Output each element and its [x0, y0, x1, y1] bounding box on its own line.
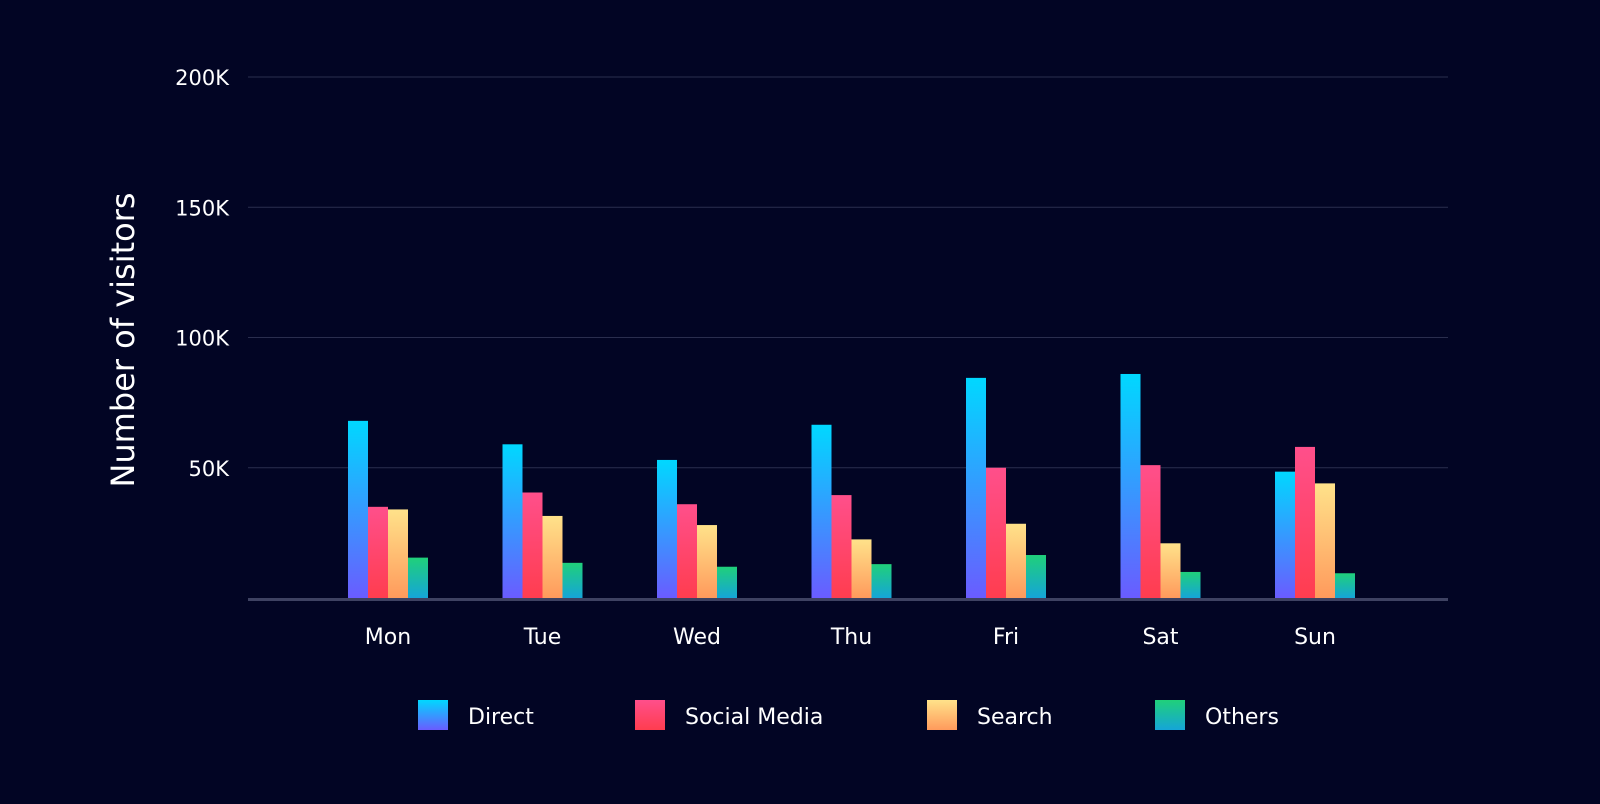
bar-others-fri [1026, 555, 1046, 598]
x-tick-label: Tue [523, 625, 562, 650]
bar-direct-thu [811, 424, 832, 598]
legend: Direct Social Media Search Others [418, 700, 1279, 730]
x-tick-label: Mon [365, 625, 411, 650]
y-tick-label: 200K [175, 66, 230, 90]
bar-social-media-thu [831, 495, 852, 598]
legend-swatch [927, 700, 957, 730]
legend-label: Direct [468, 705, 534, 730]
x-tick-label: Wed [673, 625, 721, 650]
bar-direct-wed [657, 459, 677, 598]
bar-others-sat [1180, 571, 1201, 598]
bar-direct-sun [1275, 471, 1295, 598]
bar-search-mon [388, 509, 408, 598]
bar-social-media-fri [986, 467, 1006, 598]
legend-label: Others [1205, 705, 1279, 730]
bar-others-wed [717, 566, 737, 598]
bar-social-media-mon [368, 506, 388, 598]
y-tick-label: 100K [175, 327, 230, 351]
bar-social-media-tue [522, 492, 543, 598]
bar-search-wed [697, 525, 717, 598]
x-tick-label: Sat [1142, 625, 1178, 650]
bar-social-media-sat [1140, 465, 1161, 598]
y-axis-label: Number of visitors [104, 192, 142, 487]
bar-others-sun [1335, 573, 1355, 598]
legend-swatch [1155, 700, 1185, 730]
bar-others-tue [562, 562, 583, 598]
legend-swatch [635, 700, 665, 730]
bar-others-thu [871, 564, 892, 598]
bar-others-mon [408, 557, 428, 598]
bar-social-media-wed [677, 504, 697, 598]
x-tick-label: Thu [830, 625, 872, 650]
bar-direct-fri [966, 377, 986, 598]
y-tick-label: 150K [175, 196, 230, 220]
bar-search-sat [1160, 543, 1181, 598]
y-tick-label: 50K [189, 457, 231, 481]
bar-direct-mon [348, 420, 368, 598]
bar-search-thu [851, 539, 872, 598]
bars [348, 373, 1355, 598]
bar-direct-sat [1120, 373, 1141, 598]
legend-label: Search [977, 705, 1053, 730]
x-axis-ticks: Mon Tue Wed Thu Fri Sat Sun [365, 625, 1336, 650]
x-tick-label: Sun [1294, 625, 1336, 650]
bar-search-sun [1315, 483, 1335, 598]
y-axis-ticks: 50K 100K 150K 200K [175, 66, 230, 481]
legend-swatch [418, 700, 448, 730]
bar-search-tue [542, 515, 563, 598]
bar-direct-tue [502, 444, 523, 598]
legend-label: Social Media [685, 705, 823, 730]
bar-search-fri [1006, 523, 1026, 598]
bar-social-media-sun [1295, 446, 1315, 598]
x-tick-label: Fri [993, 625, 1019, 650]
gridlines [248, 76, 1448, 469]
